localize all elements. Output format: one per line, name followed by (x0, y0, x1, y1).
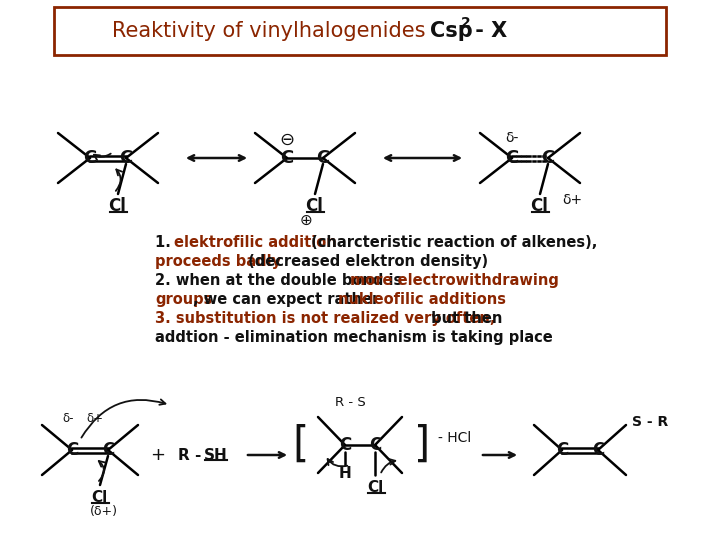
Text: C: C (120, 149, 132, 167)
FancyArrowPatch shape (94, 153, 111, 160)
Text: (decreased elektron density): (decreased elektron density) (243, 254, 488, 269)
Text: Cl: Cl (91, 489, 107, 504)
Text: C: C (84, 149, 96, 167)
Text: 1.: 1. (155, 235, 176, 250)
Text: C: C (369, 436, 381, 454)
Text: C: C (339, 436, 351, 454)
Text: C: C (66, 441, 78, 459)
Text: proceeds badly: proceeds badly (155, 254, 281, 269)
Text: δ+: δ+ (86, 411, 104, 424)
FancyArrowPatch shape (81, 400, 166, 437)
Text: Cl: Cl (305, 197, 323, 215)
Text: - HCl: - HCl (438, 431, 472, 445)
Text: S - R: S - R (632, 415, 668, 429)
Text: C: C (592, 441, 604, 459)
Text: δ-: δ- (505, 131, 518, 145)
Text: +: + (150, 446, 166, 464)
Text: (charcteristic reaction of alkenes),: (charcteristic reaction of alkenes), (306, 235, 598, 250)
Text: nukleofilic additions: nukleofilic additions (338, 292, 505, 307)
Text: C: C (556, 441, 568, 459)
Text: [: [ (292, 424, 308, 466)
FancyArrowPatch shape (99, 461, 105, 481)
FancyBboxPatch shape (54, 7, 666, 55)
Text: (δ+): (δ+) (90, 505, 118, 518)
Text: groups: groups (155, 292, 212, 307)
Text: 2: 2 (461, 16, 471, 30)
Text: Cl: Cl (108, 197, 126, 215)
FancyArrowPatch shape (116, 170, 122, 191)
Text: SH: SH (204, 448, 228, 462)
Text: addtion - elimination mechanism is taking place: addtion - elimination mechanism is takin… (155, 330, 553, 345)
Text: but then: but then (426, 311, 503, 326)
Text: δ+: δ+ (562, 193, 582, 207)
Text: Cl: Cl (530, 197, 548, 215)
Text: R -: R - (179, 448, 202, 462)
Text: 3. substitution is not realized very often,: 3. substitution is not realized very oft… (155, 311, 495, 326)
Text: ⊕: ⊕ (300, 213, 312, 227)
Text: - X: - X (468, 21, 508, 41)
Text: Reaktivity of vinylhalogenides: Reaktivity of vinylhalogenides (112, 21, 432, 41)
Text: C: C (505, 149, 518, 167)
Text: C: C (316, 149, 330, 167)
Text: Cl: Cl (367, 480, 383, 495)
Text: 2. when at the double bond is: 2. when at the double bond is (155, 273, 413, 288)
Text: more electrowithdrawing: more electrowithdrawing (351, 273, 559, 288)
Text: elektrofilic addition: elektrofilic addition (174, 235, 337, 250)
Text: H: H (338, 465, 351, 481)
Text: ⊖: ⊖ (279, 131, 294, 149)
Text: ]: ] (414, 424, 430, 466)
FancyArrowPatch shape (328, 459, 347, 467)
FancyArrowPatch shape (381, 459, 395, 472)
Text: δ-: δ- (62, 411, 73, 424)
Text: C: C (280, 149, 294, 167)
Text: C: C (541, 149, 554, 167)
Text: , we can expect rather: , we can expect rather (193, 292, 384, 307)
Text: Csp: Csp (430, 21, 473, 41)
Text: C: C (102, 441, 114, 459)
Text: R - S: R - S (335, 396, 365, 409)
